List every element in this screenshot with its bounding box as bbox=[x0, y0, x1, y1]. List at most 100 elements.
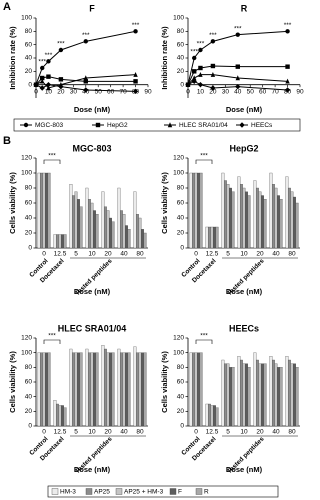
y-tick-label: 120 bbox=[21, 155, 32, 162]
bar bbox=[143, 232, 147, 249]
point bbox=[192, 75, 197, 81]
point bbox=[210, 39, 216, 44]
bar bbox=[111, 221, 115, 249]
bar bbox=[117, 348, 121, 427]
x-tick-label: 60 bbox=[107, 88, 115, 95]
legend-label: HM-3 bbox=[60, 489, 76, 496]
series bbox=[197, 172, 296, 249]
y-axis-label: Cells viability (%) bbox=[160, 351, 169, 413]
point bbox=[285, 78, 290, 84]
y-tick-label: 40 bbox=[177, 393, 185, 400]
x-tick-label: 0 bbox=[42, 251, 46, 258]
y-tick-label: 40 bbox=[25, 393, 33, 400]
bar bbox=[133, 191, 137, 249]
point bbox=[46, 74, 51, 79]
y-tick-label: 0 bbox=[180, 81, 184, 88]
bar bbox=[122, 352, 126, 427]
legend-label: AP25 + HM-3 bbox=[124, 489, 164, 496]
x-tick-label: 10 bbox=[240, 429, 248, 436]
bar bbox=[138, 217, 142, 249]
y-tick-label: 80 bbox=[177, 28, 185, 35]
series bbox=[189, 352, 289, 427]
y-tick-label: 80 bbox=[25, 364, 33, 371]
legend-swatch bbox=[115, 488, 123, 495]
bar bbox=[213, 226, 216, 249]
legend-label: F bbox=[178, 489, 182, 496]
y-axis-label: Inhibition rate (%) bbox=[8, 26, 17, 90]
point bbox=[235, 75, 240, 81]
x-tick-label: 10 bbox=[240, 251, 248, 258]
series bbox=[185, 78, 291, 93]
significance-bracket bbox=[195, 159, 213, 164]
bar bbox=[237, 356, 241, 427]
bar bbox=[56, 234, 59, 249]
point bbox=[284, 87, 291, 93]
bar bbox=[272, 184, 275, 249]
bar bbox=[45, 352, 48, 427]
bar bbox=[229, 367, 232, 427]
x-tick-label: 90 bbox=[144, 88, 152, 95]
legend-box bbox=[47, 485, 279, 498]
x-tick-label: 50 bbox=[247, 88, 255, 95]
bar bbox=[256, 187, 259, 249]
point bbox=[39, 85, 45, 91]
point bbox=[210, 85, 216, 91]
point bbox=[83, 75, 88, 81]
series bbox=[33, 81, 139, 95]
bar bbox=[74, 191, 78, 249]
significance: *** bbox=[197, 41, 205, 48]
x-tick-label: 80 bbox=[136, 429, 144, 436]
y-axis-label: Cells viability (%) bbox=[160, 172, 169, 234]
x-tick-label: 60 bbox=[259, 88, 267, 95]
x-tick-label: 80 bbox=[136, 251, 144, 258]
legend-swatch bbox=[195, 488, 203, 495]
significance-bracket bbox=[43, 339, 61, 344]
bar bbox=[90, 202, 94, 249]
bar bbox=[47, 172, 51, 249]
bar bbox=[106, 210, 110, 249]
y-tick-label: 40 bbox=[177, 215, 185, 222]
bar bbox=[247, 195, 251, 249]
x-axis-label: Dose (nM) bbox=[74, 465, 111, 474]
point bbox=[191, 78, 197, 85]
x-tick-label: 5 bbox=[226, 429, 230, 436]
x-axis-label: Dose (nM) bbox=[226, 465, 263, 474]
x-tick-label: 10 bbox=[45, 88, 53, 95]
bar bbox=[279, 199, 283, 249]
bar bbox=[277, 195, 280, 249]
bar bbox=[79, 352, 83, 427]
bar bbox=[125, 225, 128, 249]
bar bbox=[194, 352, 198, 427]
bar bbox=[272, 359, 275, 427]
bar bbox=[224, 363, 227, 427]
bar bbox=[72, 352, 75, 427]
point bbox=[198, 65, 203, 71]
point bbox=[235, 64, 240, 69]
y-tick-label: 60 bbox=[25, 41, 33, 48]
bar bbox=[293, 363, 296, 427]
x-tick-label: 0 bbox=[42, 429, 46, 436]
bar bbox=[136, 352, 139, 427]
series bbox=[45, 352, 144, 427]
point bbox=[33, 81, 39, 88]
panel-label: A bbox=[3, 1, 11, 13]
chart-title: R bbox=[241, 3, 248, 13]
bar bbox=[213, 405, 216, 427]
bar bbox=[274, 187, 278, 249]
bar bbox=[106, 352, 110, 427]
x-tick-label: 12.5 bbox=[54, 251, 67, 258]
x-tick-label: 12.5 bbox=[54, 429, 67, 436]
point bbox=[46, 85, 51, 91]
bar bbox=[111, 352, 115, 427]
point bbox=[40, 75, 45, 81]
point bbox=[83, 79, 88, 84]
legend-swatch bbox=[51, 488, 59, 495]
significance: *** bbox=[38, 59, 46, 66]
bar bbox=[253, 180, 257, 249]
point bbox=[58, 77, 64, 82]
significance: *** bbox=[284, 22, 292, 29]
bar bbox=[199, 352, 203, 427]
legend-label: AP25 bbox=[94, 489, 110, 496]
point bbox=[285, 64, 290, 69]
bar bbox=[40, 172, 43, 249]
